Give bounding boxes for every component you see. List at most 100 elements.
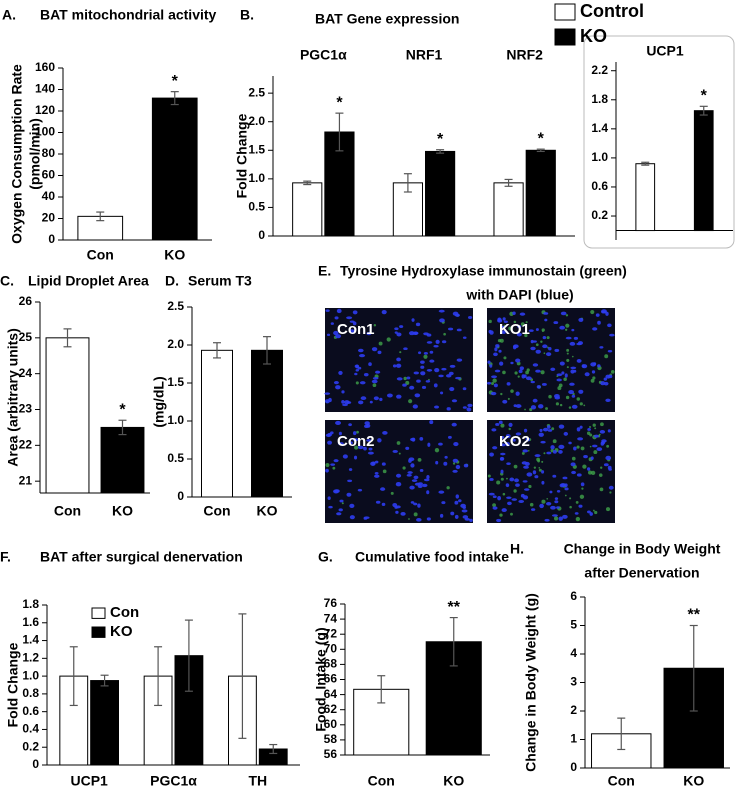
nucleus <box>441 340 447 344</box>
green-stain <box>565 328 568 331</box>
y-tick-label: 24 <box>19 366 33 380</box>
nucleus <box>554 500 559 504</box>
nucleus <box>491 428 497 432</box>
nucleus <box>489 478 494 481</box>
y-tick-label: 80 <box>42 146 56 160</box>
green-stain <box>566 348 570 352</box>
nucleus <box>412 404 418 409</box>
nucleus <box>461 509 468 513</box>
green-stain <box>538 468 542 472</box>
y-axis-label-line: Oxygen Consumption Rate <box>9 64 25 244</box>
green-stain <box>408 399 413 404</box>
green-stain <box>529 502 534 507</box>
nucleus <box>595 313 600 317</box>
micrograph <box>324 308 473 412</box>
green-stain <box>576 397 581 401</box>
y-tick-label: 23 <box>19 402 33 416</box>
nucleus <box>493 352 498 357</box>
nucleus <box>366 423 371 428</box>
nucleus <box>400 511 406 516</box>
category-label: Con <box>203 503 230 519</box>
nucleus <box>357 488 363 492</box>
green-stain <box>548 394 552 399</box>
nucleus <box>419 469 424 472</box>
nucleus <box>498 349 502 353</box>
nucleus <box>605 311 609 316</box>
significance-marker: * <box>701 88 708 105</box>
nucleus <box>605 455 612 461</box>
nucleus <box>411 437 416 442</box>
nucleus <box>353 455 358 460</box>
nucleus <box>539 428 543 432</box>
significance-marker: * <box>538 130 545 147</box>
nucleus <box>554 497 559 500</box>
nucleus <box>538 432 544 437</box>
nucleus <box>501 443 506 447</box>
y-tick-label: 0.4 <box>22 722 39 736</box>
nucleus <box>386 393 393 398</box>
nucleus <box>513 344 519 349</box>
y-tick-label: 26 <box>19 294 33 308</box>
nucleus <box>374 460 379 464</box>
nucleus <box>409 385 415 390</box>
green-stain <box>529 408 533 412</box>
y-tick-label: 66 <box>324 672 338 686</box>
chart-title: UCP1 <box>646 43 684 59</box>
green-stain <box>390 491 394 495</box>
nucleus <box>338 370 343 375</box>
significance-marker: ** <box>448 599 461 616</box>
error-bar <box>536 148 545 153</box>
green-stain <box>565 314 569 317</box>
y-tick-label: 2.0 <box>167 337 184 351</box>
nucleus <box>349 320 355 323</box>
nucleus <box>599 346 604 349</box>
error-bar <box>213 342 221 359</box>
green-stain <box>545 407 548 410</box>
y-tick-label: 0 <box>258 228 265 242</box>
micrograph-label: KO1 <box>499 321 530 338</box>
chart-title: Cumulative food intake <box>355 549 509 565</box>
nucleus <box>449 386 455 392</box>
y-axis-label-line: Food Intake (g) <box>313 627 329 731</box>
y-tick-label: 62 <box>324 702 338 716</box>
nucleus <box>348 423 352 427</box>
error-bar <box>263 336 271 365</box>
error-bar <box>63 328 72 348</box>
nucleus <box>502 399 508 404</box>
nucleus <box>513 404 517 408</box>
chart-title: Serum T3 <box>188 273 252 289</box>
nucleus <box>409 485 415 490</box>
category-label: NRF2 <box>506 47 543 63</box>
bar <box>90 680 119 766</box>
nucleus <box>447 327 454 331</box>
nucleus <box>330 322 334 325</box>
y-tick-label: 76 <box>324 596 338 610</box>
y-tick-label: 21 <box>19 473 33 487</box>
nucleus <box>348 468 353 472</box>
green-stain <box>605 507 611 512</box>
nucleus <box>506 496 512 499</box>
nucleus <box>556 373 563 377</box>
nucleus <box>494 369 501 373</box>
green-stain <box>571 355 574 358</box>
nucleus <box>358 400 364 405</box>
nucleus <box>327 496 331 500</box>
nucleus <box>515 404 522 408</box>
legend-swatch <box>91 607 106 619</box>
nucleus <box>338 508 343 512</box>
nucleus <box>438 374 444 378</box>
significance-marker: * <box>172 73 179 90</box>
y-tick-label: 1 <box>570 732 577 746</box>
nucleus <box>392 364 397 368</box>
figure-title: with DAPI (blue) <box>465 287 573 303</box>
nucleus <box>410 501 415 504</box>
nucleus <box>366 331 372 336</box>
nucleus <box>550 367 556 372</box>
nucleus <box>396 332 402 337</box>
green-stain <box>497 338 502 343</box>
nucleus <box>447 435 452 439</box>
nucleus <box>411 318 415 322</box>
nucleus <box>422 483 428 488</box>
y-tick-label: 1.0 <box>167 413 184 427</box>
green-stain <box>600 422 604 427</box>
